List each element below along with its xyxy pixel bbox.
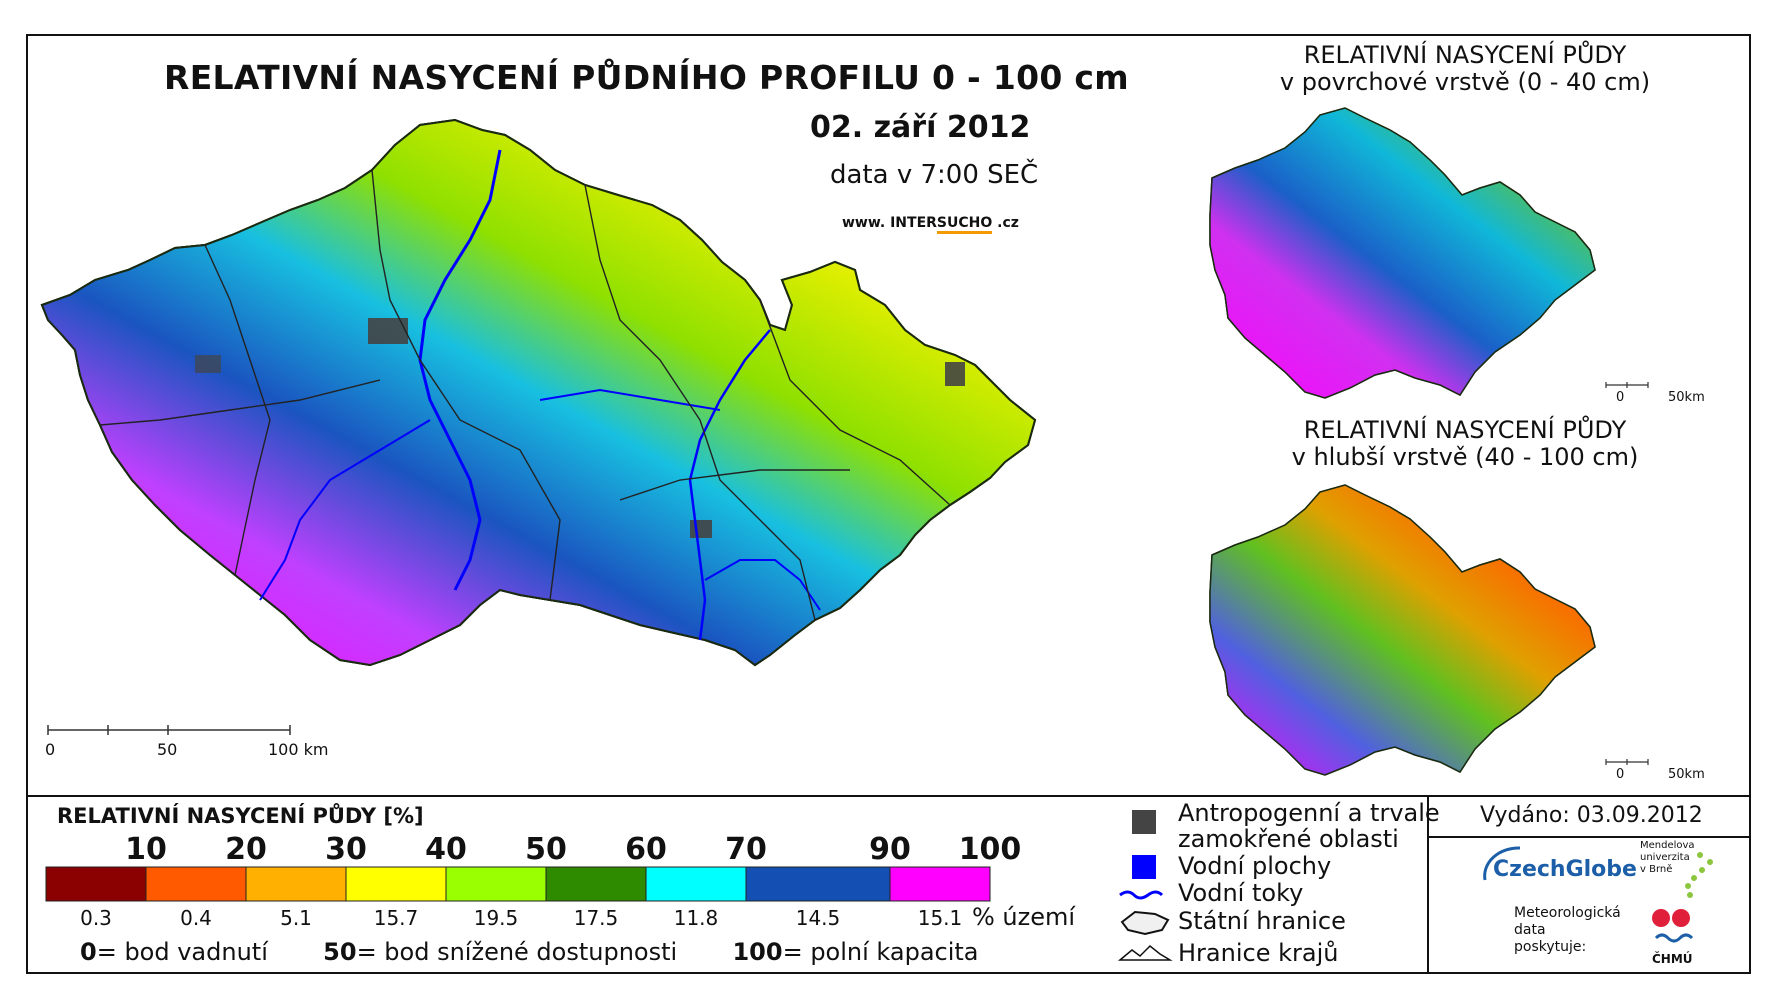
legend-tick: 50 [525, 832, 567, 867]
meteo-line2: data [1514, 922, 1546, 938]
issued-date: Vydáno: 03.09.2012 [1480, 803, 1703, 828]
legend-swatch [145, 866, 247, 902]
anthropogenic-swatch [1132, 810, 1156, 834]
legend-tick: 90 [869, 832, 911, 867]
website-mid: SUCHO [936, 215, 993, 234]
legend-tick: 10 [125, 832, 167, 867]
legend-rivers: Vodní toky [1178, 879, 1304, 907]
legend-tick: 30 [325, 832, 367, 867]
legend-tick: 70 [725, 832, 767, 867]
legend-anthropogenic: Antropogenní a trvale zamokřené oblasti [1178, 800, 1440, 852]
czechglobe-logo: CzechGlobe [1493, 857, 1637, 882]
map-date: 02. září 2012 [810, 110, 1031, 145]
legend-notes: 0= bod vadnutí 50= bod snížené dostupnos… [80, 938, 979, 966]
mendel-logo-dots-icon [1685, 852, 1713, 898]
legend-percent: 17.5 [573, 906, 619, 930]
legend-tick: 100 [958, 832, 1022, 867]
deep-title-line1: RELATIVNÍ NASYCENÍ PŮDY [1303, 416, 1627, 444]
main-scale-bar [47, 725, 291, 735]
legend-percent: 15.1 [917, 906, 963, 930]
region-border-icon [1117, 944, 1173, 961]
river-symbol-icon [1119, 890, 1164, 900]
mendel-line3: v Brně [1640, 864, 1673, 875]
deep-scale-0: 0 [1616, 767, 1625, 782]
legend-percent: 11.8 [673, 906, 719, 930]
surface-scale-0: 0 [1616, 390, 1625, 405]
legend-tick: 60 [625, 832, 667, 867]
mendel-line2: univerzita [1640, 852, 1690, 863]
deep-map-title: RELATIVNÍ NASYCENÍ PŮDY v hlubší vrstvě … [1215, 417, 1715, 471]
website-prefix: www. INTER [842, 215, 937, 231]
mendel-line1: Mendelova [1640, 840, 1695, 851]
surface-scale-50: 50km [1668, 390, 1705, 405]
legend-title: RELATIVNÍ NASYCENÍ PŮDY [%] [57, 804, 424, 828]
anthropogenic-line1: Antropogenní a trvale [1178, 799, 1440, 827]
issued-divider [1427, 836, 1751, 838]
deep-scale-50: 50km [1668, 767, 1705, 782]
meteo-data-text: Meteorologická data poskytuje: [1514, 905, 1621, 956]
legend-percent: 0.4 [180, 906, 212, 930]
surface-title-line1: RELATIVNÍ NASYCENÍ PŮDY [1303, 41, 1627, 69]
legend-swatch [345, 866, 447, 902]
legend-percent: 19.5 [473, 906, 519, 930]
deep-map [1209, 484, 1596, 776]
legend-percent-unit: % území [972, 903, 1076, 931]
legend-color-bar [45, 866, 991, 902]
legend-tick: 40 [425, 832, 467, 867]
deep-scale-bar [1605, 759, 1649, 765]
legend-state-border: Státní hranice [1178, 907, 1346, 935]
legend-swatch [645, 866, 747, 902]
note-50-value: 50 [323, 938, 357, 966]
legend-swatch [745, 866, 891, 902]
page-title: RELATIVNÍ NASYCENÍ PŮDNÍHO PROFILU 0 - 1… [164, 58, 1129, 97]
water-swatch [1132, 855, 1156, 879]
legend-swatch [545, 866, 647, 902]
main-scale-50: 50 [157, 740, 178, 759]
note-100-text: = polní kapacita [782, 938, 979, 966]
legend-swatch [445, 866, 547, 902]
main-scale-0: 0 [45, 740, 56, 759]
footer-divider [26, 795, 1751, 797]
legend-swatch [45, 866, 147, 902]
state-border-icon [1120, 910, 1170, 936]
meteo-line1: Meteorologická [1514, 905, 1621, 921]
note-0-text: = bod vadnutí [96, 938, 268, 966]
chmu-logo-icon [1652, 909, 1694, 943]
legend-percent: 5.1 [280, 906, 312, 930]
website-link[interactable]: www. INTERSUCHO .cz [842, 215, 1019, 234]
main-map [40, 118, 1037, 667]
map-time: data v 7:00 SEČ [830, 160, 1039, 190]
surface-map-title: RELATIVNÍ NASYCENÍ PŮDY v povrchové vrst… [1215, 42, 1715, 96]
note-0-value: 0 [80, 938, 97, 966]
note-100-value: 100 [732, 938, 783, 966]
legend-swatch [245, 866, 347, 902]
surface-map [1209, 107, 1596, 399]
surface-scale-bar [1605, 382, 1649, 388]
legend-region-border: Hranice krajů [1178, 939, 1339, 967]
czechglobe-logo-arc-icon [1483, 846, 1521, 881]
footer-vertical-divider [1427, 795, 1429, 974]
note-50-text: = bod snížené dostupnosti [356, 938, 678, 966]
chmu-logo-text: ČHMÚ [1652, 952, 1693, 966]
mendel-logo-text: Mendelova univerzita v Brně [1640, 840, 1695, 876]
legend-percent: 15.7 [373, 906, 419, 930]
legend-percent: 14.5 [795, 906, 841, 930]
anthropogenic-line2: zamokřené oblasti [1178, 825, 1399, 853]
meteo-line3: poskytuje: [1514, 939, 1587, 955]
legend-tick: 20 [225, 832, 267, 867]
legend-swatch [889, 866, 991, 902]
main-scale-100: 100 km [268, 740, 329, 759]
website-suffix: .cz [992, 215, 1019, 231]
legend-water-bodies: Vodní plochy [1178, 852, 1332, 880]
deep-title-line2: v hlubší vrstvě (40 - 100 cm) [1291, 443, 1639, 471]
surface-title-line2: v povrchové vrstvě (0 - 40 cm) [1279, 68, 1651, 96]
legend-percent: 0.3 [80, 906, 112, 930]
